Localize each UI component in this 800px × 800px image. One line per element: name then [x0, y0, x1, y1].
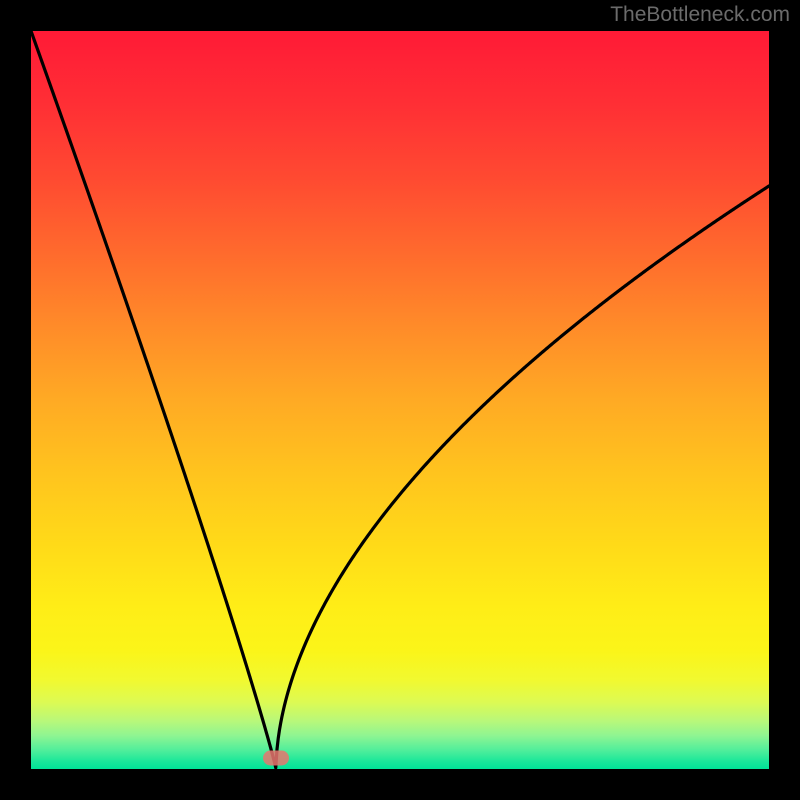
bottleneck-curve	[31, 31, 769, 769]
watermark-text: TheBottleneck.com	[610, 3, 790, 27]
plot-area	[31, 31, 769, 769]
chart-container: TheBottleneck.com	[0, 0, 800, 800]
optimal-point-marker	[263, 750, 289, 765]
